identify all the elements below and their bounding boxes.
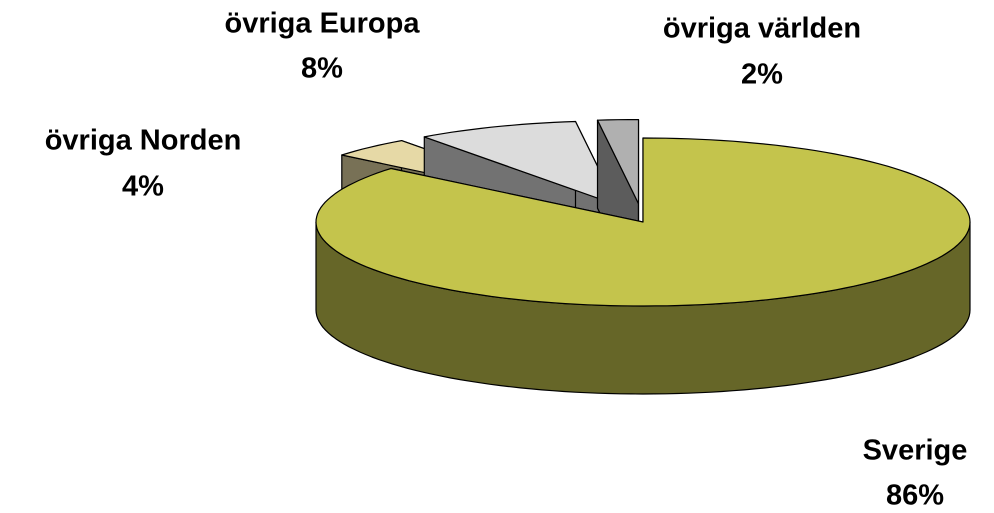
slice-top — [315, 137, 971, 307]
slice-label: övriga Norden — [45, 125, 242, 157]
slice-value-label: 8% — [301, 53, 343, 85]
slice-value-label: 4% — [122, 171, 164, 203]
slice-label: övriga Europa — [225, 8, 421, 40]
slice-label: Sverige — [863, 435, 968, 467]
slice-label: övriga världen — [663, 13, 861, 45]
slice-value-label: 86% — [886, 480, 944, 512]
slice-top — [596, 119, 640, 205]
slice-value-label: 2% — [741, 59, 783, 91]
slice-top — [423, 120, 618, 206]
